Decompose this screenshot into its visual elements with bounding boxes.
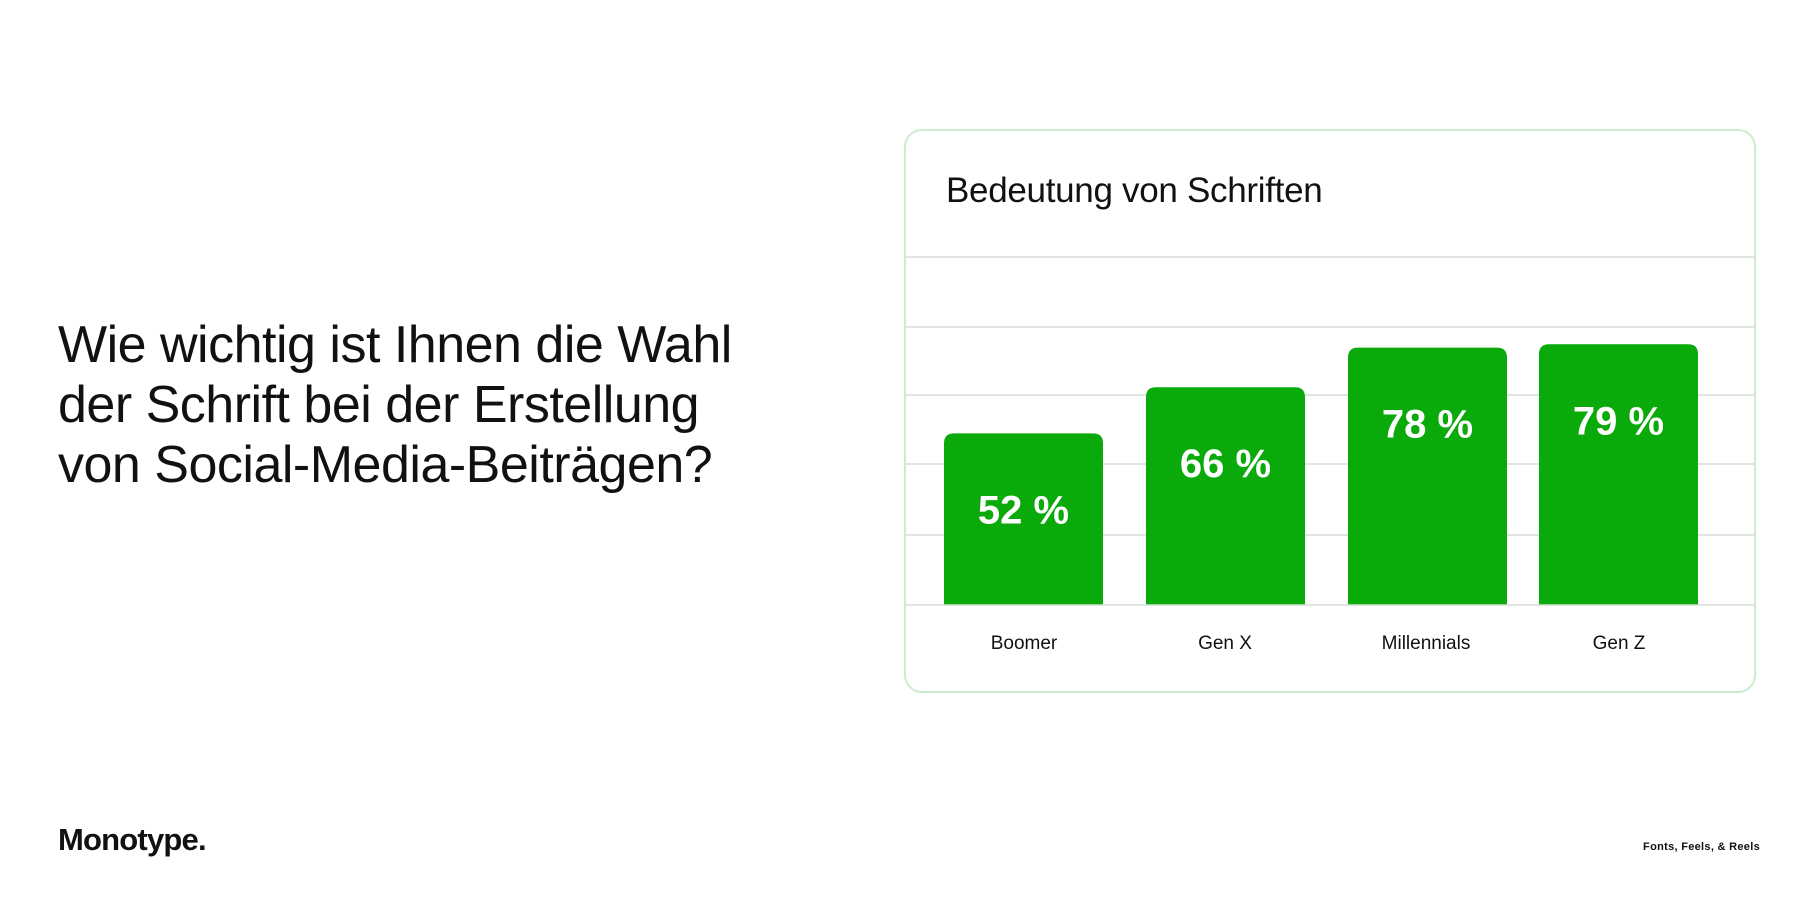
bar-value-label: 52 %: [978, 488, 1069, 532]
x-tick-label: Gen Z: [1593, 633, 1646, 654]
tagline: Fonts, Feels, & Reels: [1643, 841, 1760, 853]
headline-line-2: der Schrift bei der Erstellung: [58, 376, 700, 434]
headline-line-1: Wie wichtig ist Ihnen die Wahl: [58, 316, 732, 374]
x-tick-label: Millennials: [1382, 633, 1471, 654]
bar-gen-x: [1146, 387, 1305, 605]
headline-line-3: von Social-Media-Beiträgen?: [58, 436, 713, 494]
bar-chart: 52 % 66 % 78 % 79 % Boomer Gen X Millennials Ge…: [906, 256, 1754, 654]
monotype-logo: Monotype.: [58, 822, 207, 857]
bar-value-label: 78 %: [1382, 403, 1473, 447]
bar-value-label: 79 %: [1573, 399, 1664, 443]
headline: Wie wichtig ist Ihnen die Wahl der Schri…: [58, 315, 818, 495]
x-tick-label: Gen X: [1198, 633, 1252, 654]
bar-gen-z: [1539, 344, 1698, 605]
bar-boomer: [944, 433, 1103, 605]
bar-millennials: [1348, 347, 1507, 605]
bar-value-label: 66 %: [1180, 442, 1271, 486]
chart-card: Bedeutung von Schriften 52 % 66 % 78 % 79 %…: [904, 129, 1756, 693]
x-tick-label: Boomer: [991, 633, 1058, 654]
chart-title: Bedeutung von Schriften: [946, 171, 1323, 210]
